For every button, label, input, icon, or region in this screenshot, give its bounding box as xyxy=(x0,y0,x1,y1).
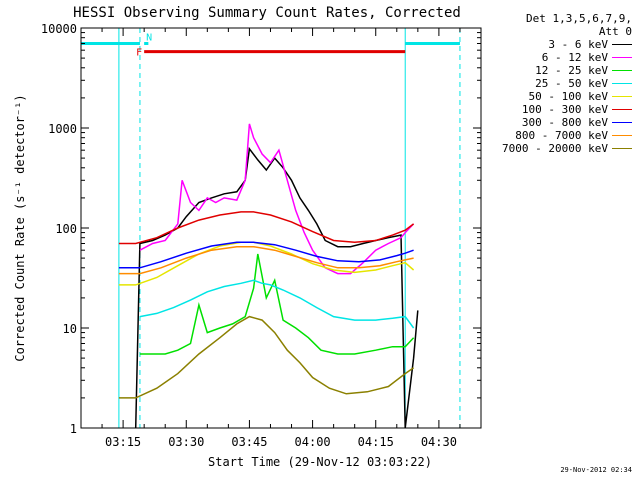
legend-entries: 3 - 6 keV 6 - 12 keV 12 - 25 keV 25 - 50 ke… xyxy=(480,38,632,155)
legend-label: 3 - 6 keV xyxy=(548,38,608,51)
legend-swatch xyxy=(612,44,632,45)
legend-swatch xyxy=(612,70,632,71)
legend-swatch xyxy=(612,96,632,97)
legend-swatch xyxy=(612,83,632,84)
legend-label: 12 - 25 keV xyxy=(535,64,608,77)
legend-label: 7000 - 20000 keV xyxy=(502,142,608,155)
series-line xyxy=(118,211,415,245)
guide-lines: FN xyxy=(80,28,461,428)
legend-label: 25 - 50 keV xyxy=(535,77,608,90)
legend-swatch xyxy=(612,148,632,149)
y-tick-label: 1 xyxy=(70,422,77,436)
legend-swatch xyxy=(612,122,632,123)
legend-item: 3 - 6 keV xyxy=(480,38,632,51)
legend-label: 300 - 800 keV xyxy=(521,116,608,129)
legend-item: 7000 - 20000 keV xyxy=(480,142,632,155)
series-line xyxy=(118,245,414,275)
y-tick-label: 1000 xyxy=(48,122,77,136)
x-tick-label: 03:15 xyxy=(105,435,141,449)
plot-timestamp: 29-Nov-2012 02:34 xyxy=(560,466,632,474)
series-line xyxy=(118,315,415,399)
x-tick-label: 04:30 xyxy=(421,435,457,449)
legend-item: 800 - 7000 keV xyxy=(480,129,632,142)
legend-swatch xyxy=(612,135,632,136)
legend-item: 100 - 300 keV xyxy=(480,103,632,116)
y-axis-label: Corrected Count Rate (s⁻¹ detector⁻¹) xyxy=(13,94,27,361)
series-line xyxy=(139,279,415,329)
chart-title: HESSI Observing Summary Count Rates, Cor… xyxy=(73,5,461,21)
flag-bar-label: F xyxy=(136,48,142,59)
legend-item: 300 - 800 keV xyxy=(480,116,632,129)
axes: 1 10 100 1000 10000 03:15 03:30 03:45 04:00 04:15… xyxy=(41,22,482,449)
legend-swatch xyxy=(612,109,632,110)
y-tick-label: 10000 xyxy=(41,22,77,36)
y-tick-label: 100 xyxy=(55,222,77,236)
plot-frame xyxy=(80,27,482,429)
legend-item: 12 - 25 keV xyxy=(480,64,632,77)
legend-label: 6 - 12 keV xyxy=(541,51,608,64)
flag-bar-label: N xyxy=(146,32,152,43)
legend-item: 50 - 100 keV xyxy=(480,90,632,103)
series-line xyxy=(118,241,415,286)
legend-item: 6 - 12 keV xyxy=(480,51,632,64)
x-tick-label: 03:45 xyxy=(231,435,267,449)
series-line xyxy=(118,241,414,269)
x-tick-label: 03:30 xyxy=(168,435,204,449)
legend-label: 100 - 300 keV xyxy=(521,103,608,116)
x-tick-label: 04:00 xyxy=(295,435,331,449)
y-tick-label: 10 xyxy=(63,322,77,336)
series-group xyxy=(118,123,419,429)
legend: Det 1,3,5,6,7,9, Att 0 3 - 6 keV 6 - 12 k… xyxy=(480,12,632,155)
x-tick-label: 04:15 xyxy=(358,435,394,449)
legend-item: 25 - 50 keV xyxy=(480,77,632,90)
legend-header-attenuator: Att 0 xyxy=(598,25,632,38)
legend-label: 50 - 100 keV xyxy=(528,90,608,103)
series-line xyxy=(139,253,415,355)
legend-label: 800 - 7000 keV xyxy=(515,129,608,142)
legend-swatch xyxy=(612,57,632,58)
x-axis-label: Start Time (29-Nov-12 03:03:22) xyxy=(208,455,432,469)
legend-header-detectors: Det 1,3,5,6,7,9, xyxy=(526,12,632,25)
